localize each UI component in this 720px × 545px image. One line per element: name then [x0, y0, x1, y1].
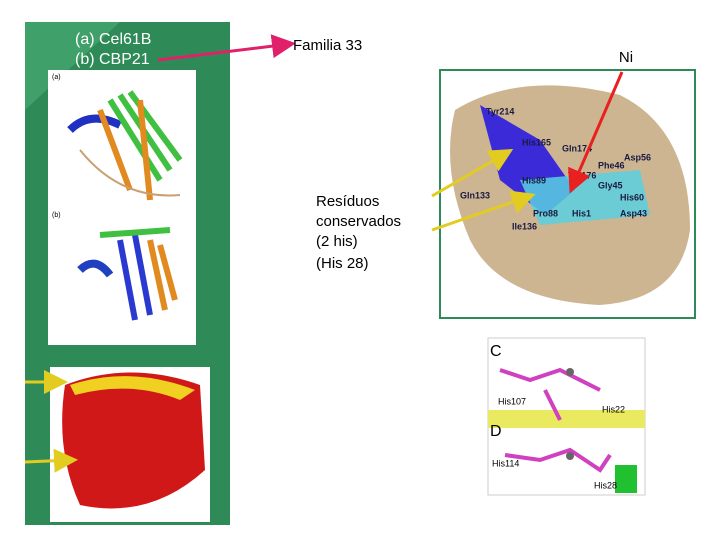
ribbon-b — [77, 227, 178, 321]
family-label: Familia 33 — [293, 37, 362, 54]
residue-label: His28 — [594, 480, 617, 490]
cyan-patch — [520, 170, 650, 225]
site-labels: C His107 His22 D His114 His28 — [490, 343, 625, 490]
residue-label: Phe46 — [598, 160, 625, 170]
site-d — [504, 447, 612, 473]
note-line: (2 his) — [316, 233, 358, 250]
residue-label: His114 — [492, 458, 519, 468]
residue-label: Gln133 — [460, 190, 490, 200]
residue-label: Asp56 — [624, 152, 651, 162]
legend-line: (b) CBP21 — [75, 51, 150, 68]
legend-line: (a) Cel61B — [75, 31, 151, 48]
residue-label: His60 — [620, 192, 644, 202]
residue-label: His165 — [522, 137, 551, 147]
red-surface — [62, 372, 206, 509]
ribbon-a — [67, 90, 183, 201]
metal — [566, 452, 574, 460]
panel-letter: D — [490, 423, 502, 440]
arrow — [431, 148, 514, 198]
arrow — [431, 190, 536, 232]
residue-label: His107 — [498, 396, 526, 406]
residue-label: Pro88 — [533, 208, 558, 218]
residue-label: His22 — [602, 404, 625, 414]
note-line: (His 28) — [316, 255, 369, 272]
arrow — [157, 34, 296, 62]
arrow — [24, 448, 78, 473]
note-line: Resíduos — [316, 193, 379, 210]
band — [488, 410, 645, 428]
residue-label: Gln174 — [562, 143, 592, 153]
panel-label: (b) — [52, 212, 61, 219]
note-line: conservados — [316, 213, 401, 230]
structure-box — [48, 70, 196, 345]
panel-label: (a) — [52, 74, 61, 81]
arrow — [568, 71, 624, 194]
residue-label: Asp43 — [620, 208, 647, 218]
green-block — [615, 465, 637, 493]
residue-label: His89 — [522, 175, 546, 185]
residue-label: Tyr176 — [568, 170, 596, 180]
site-c — [499, 367, 601, 421]
residue-label: His1 — [572, 208, 591, 218]
residue-label: Ile136 — [512, 221, 537, 231]
ni-label: Ni — [619, 49, 633, 66]
panel-letter: C — [490, 343, 502, 360]
conserved-note: Resíduos conservados (2 his) (His 28) — [316, 193, 401, 272]
residue-label: Gly45 — [598, 180, 623, 190]
residue-label: Tyr214 — [486, 106, 514, 116]
metal — [566, 368, 574, 376]
yellow-patch — [70, 376, 195, 400]
